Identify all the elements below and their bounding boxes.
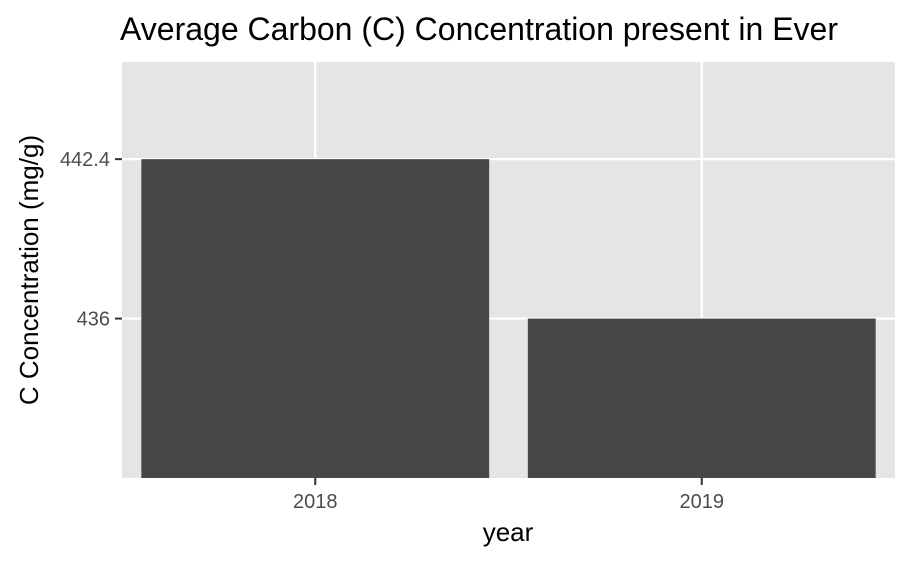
bars [141, 159, 876, 478]
x-axis: 2018 2019 [293, 478, 724, 513]
bar-2018 [141, 159, 490, 478]
y-axis: 436 442.4 [60, 149, 122, 331]
x-tick-label-2018: 2018 [293, 491, 338, 513]
y-tick-label-1: 442.4 [60, 149, 110, 171]
bar-2019 [527, 318, 876, 478]
y-tick-label-0: 436 [77, 309, 110, 331]
x-tick-label-2019: 2019 [680, 491, 725, 513]
y-axis-title: C Concentration (mg/g) [14, 135, 44, 405]
chart-title: Average Carbon (C) Concentration present… [120, 11, 838, 47]
x-axis-title: year [483, 517, 534, 547]
